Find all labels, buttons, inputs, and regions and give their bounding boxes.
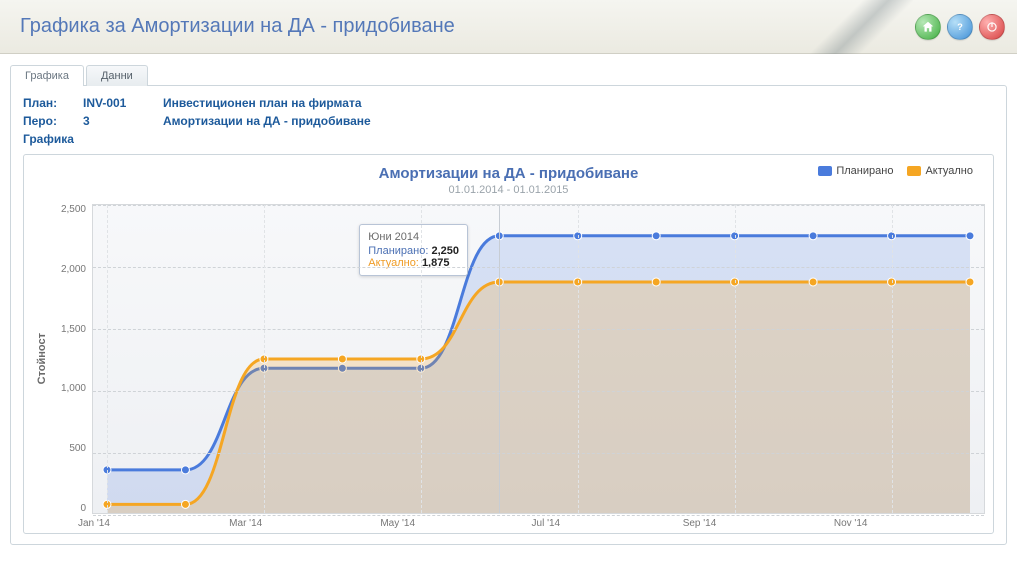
tabstrip: Графика Данни [0, 54, 1017, 85]
home-button[interactable] [915, 14, 941, 40]
help-icon: ? [953, 20, 967, 34]
chart-container: Амортизации на ДА - придобиване 01.01.20… [23, 154, 994, 534]
y-ticks: 2,5002,0001,5001,0005000 [52, 204, 92, 514]
tab-data[interactable]: Данни [86, 65, 148, 86]
tooltip-planned-label: Планирано: [368, 245, 428, 257]
legend-item-planned[interactable]: Планирано [818, 165, 893, 177]
power-icon [985, 20, 999, 34]
topbar: Графика за Амортизации на ДА - придобива… [0, 0, 1017, 54]
item-label: Перо: [23, 114, 83, 128]
legend-swatch-planned [818, 166, 832, 176]
legend-swatch-actual [907, 166, 921, 176]
chart-svg [93, 205, 984, 513]
x-ticks: Jan '14Mar '14May '14Jul '14Sep '14Nov '… [78, 518, 985, 529]
topbar-actions: ? [915, 14, 1005, 40]
y-axis-label: Стойност [32, 333, 52, 384]
plan-label: План: [23, 96, 83, 110]
item-code: 3 [83, 114, 163, 128]
chart-subtitle: 01.01.2014 - 01.01.2015 [32, 184, 985, 196]
legend-item-actual[interactable]: Актуално [907, 165, 973, 177]
section-label: Графика [23, 132, 83, 146]
item-text: Амортизации на ДА - придобиване [163, 114, 994, 128]
meta-grid: План: INV-001 Инвестиционен план на фирм… [23, 96, 994, 146]
chart-plot[interactable]: Юни 2014 Планирано: 2,250 Актуално: 1,87… [92, 204, 985, 514]
topbar-decor [793, 0, 913, 54]
chart-legend: Планирано Актуално [818, 165, 973, 177]
chart-tooltip: Юни 2014 Планирано: 2,250 Актуално: 1,87… [359, 224, 468, 276]
legend-label-planned: Планирано [836, 165, 893, 177]
help-button[interactable]: ? [947, 14, 973, 40]
chart-crosshair [499, 205, 500, 513]
page-title: Графика за Амортизации на ДА - придобива… [12, 15, 455, 38]
tooltip-title: Юни 2014 [368, 231, 459, 243]
plan-code: INV-001 [83, 96, 163, 110]
home-icon [921, 20, 935, 34]
svg-text:?: ? [957, 21, 963, 31]
tooltip-planned-value: 2,250 [431, 245, 459, 257]
tab-chart[interactable]: Графика [10, 65, 84, 86]
legend-label-actual: Актуално [925, 165, 973, 177]
main-panel: План: INV-001 Инвестиционен план на фирм… [10, 85, 1007, 545]
plan-text: Инвестиционен план на фирмата [163, 96, 994, 110]
logout-button[interactable] [979, 14, 1005, 40]
